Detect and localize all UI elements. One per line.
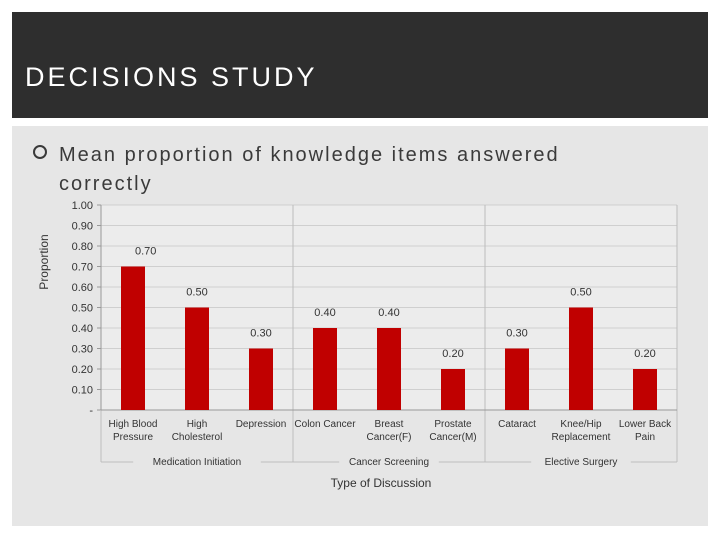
x-tick-label: Cancer(M) (429, 432, 476, 443)
group-label: Medication Initiation (153, 457, 241, 468)
x-tick-label: Knee/Hip (560, 419, 602, 430)
y-tick-label: 0.90 (72, 221, 93, 233)
y-axis-title: Proportion (37, 234, 51, 289)
group-label: Cancer Screening (349, 457, 429, 468)
y-tick-label: 0.10 (72, 385, 93, 397)
y-tick-label: 0.50 (72, 303, 93, 315)
bar-value-label: 0.20 (442, 348, 463, 360)
bar-value-label: 0.50 (570, 287, 591, 299)
x-tick-label: Cholesterol (172, 432, 223, 443)
x-tick-label: Breast (375, 419, 404, 430)
group-label-bg (133, 454, 261, 468)
bar (441, 369, 465, 410)
x-tick-label: Pain (635, 432, 655, 443)
bar (121, 266, 145, 410)
x-tick-label: High Blood (109, 419, 158, 430)
x-axis-title: Type of Discussion (331, 476, 432, 490)
bar (249, 348, 273, 410)
bullet-point: Mean proportion of knowledge items answe… (33, 141, 653, 199)
y-tick-label: 1.00 (72, 200, 93, 212)
bar (313, 328, 337, 410)
slide-title: DECISIONS STUDY (25, 62, 318, 92)
bar (185, 307, 209, 410)
bar (633, 369, 657, 410)
group-label-bg (531, 454, 631, 468)
bar-value-label: 0.40 (378, 307, 399, 319)
bar-value-label: 0.30 (250, 328, 271, 340)
bar (569, 307, 593, 410)
y-tick-label: 0.80 (72, 241, 93, 253)
bullet-icon (33, 145, 47, 159)
header-band (12, 12, 708, 118)
bar-value-label: 0.30 (506, 328, 527, 340)
y-tick-label: 0.60 (72, 282, 93, 294)
group-label: Elective Surgery (545, 457, 618, 468)
bullet-text: Mean proportion of knowledge items answe… (59, 144, 560, 195)
bar (377, 328, 401, 410)
x-tick-label: Cancer(F) (366, 432, 411, 443)
bar-value-label: 0.50 (186, 287, 207, 299)
y-tick-label: 0.40 (72, 323, 93, 335)
x-tick-label: Colon Cancer (294, 419, 356, 430)
y-tick-label: 0.70 (72, 262, 93, 274)
bar (505, 348, 529, 410)
bar-value-label: 0.20 (634, 348, 655, 360)
y-tick-label: - (89, 405, 93, 417)
x-tick-label: Depression (236, 419, 287, 430)
x-tick-label: Replacement (552, 432, 611, 443)
bar-value-label: 0.70 (135, 246, 156, 258)
x-tick-label: Cataract (498, 419, 536, 430)
x-tick-label: Prostate (434, 419, 472, 430)
x-tick-label: Lower Back (619, 419, 672, 430)
x-tick-label: High (187, 419, 208, 430)
x-tick-label: Pressure (113, 432, 153, 443)
y-tick-label: 0.30 (72, 344, 93, 356)
group-label-bg (339, 454, 439, 468)
y-tick-label: 0.20 (72, 364, 93, 376)
bar-value-label: 0.40 (314, 307, 335, 319)
